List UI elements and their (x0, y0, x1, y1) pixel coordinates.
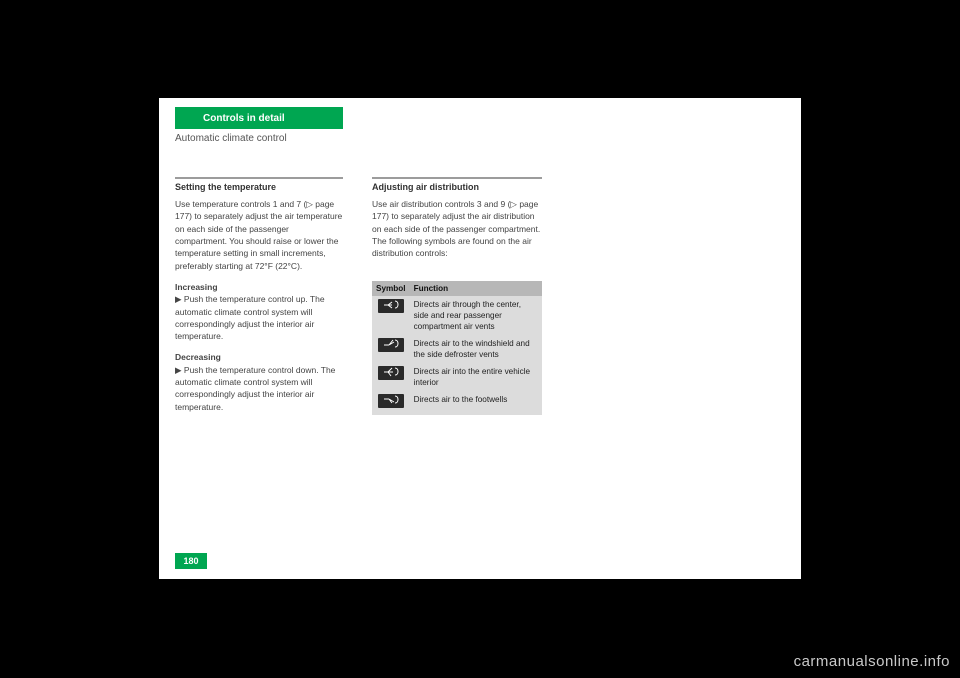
col1-p1: Use temperature controls 1 and 7 (▷ page… (175, 198, 343, 272)
header-tab-label: Controls in detail (203, 113, 285, 124)
col2-body: Use air distribution controls 3 and 9 (▷… (372, 198, 542, 260)
symbol-table: Symbol Function Directs air through the … (372, 281, 542, 415)
vent-floor-icon (378, 394, 404, 408)
col2-heading: Adjusting air distribution (372, 182, 479, 192)
symbol-cell (372, 391, 410, 414)
table-header-row: Symbol Function (372, 281, 542, 296)
header-tab: Controls in detail (175, 107, 343, 129)
th-symbol: Symbol (372, 281, 410, 296)
vent-bilevel-icon (378, 366, 404, 380)
col1-heading: Setting the temperature (175, 182, 276, 192)
table-row: Directs air through the center, side and… (372, 296, 542, 335)
col2-p1: Use air distribution controls 3 and 9 (▷… (372, 198, 542, 235)
table-row: Directs air into the entire vehicle inte… (372, 363, 542, 391)
vent-defrost-icon (378, 338, 404, 352)
col1-p3-text: ▶ Push the temperature control down. The… (175, 365, 335, 412)
symbol-cell (372, 335, 410, 363)
page-number-value: 180 (183, 556, 198, 566)
section-title: Automatic climate control (175, 133, 287, 144)
col2-p2: The following symbols are found on the a… (372, 235, 542, 260)
function-cell: Directs air into the entire vehicle inte… (410, 363, 542, 391)
col1-p2-text: ▶ Push the temperature control up. The a… (175, 294, 325, 341)
function-cell: Directs air through the center, side and… (410, 296, 542, 335)
watermark: carmanualsonline.info (794, 653, 950, 670)
th-function: Function (410, 281, 542, 296)
function-cell: Directs air to the footwells (410, 391, 542, 414)
table-row: Directs air to the footwells (372, 391, 542, 414)
symbol-cell (372, 363, 410, 391)
function-cell: Directs air to the windshield and the si… (410, 335, 542, 363)
col1-divider (175, 177, 343, 179)
symbol-cell (372, 296, 410, 335)
col2-divider (372, 177, 542, 179)
col1-body: Use temperature controls 1 and 7 (▷ page… (175, 198, 343, 422)
vent-face-icon (378, 299, 404, 313)
page-number: 180 (175, 553, 207, 569)
col1-p2-label: Increasing (175, 282, 218, 292)
col1-p3: Decreasing ▶ Push the temperature contro… (175, 351, 343, 413)
col1-p3-label: Decreasing (175, 352, 221, 362)
manual-page: Controls in detail Automatic climate con… (159, 98, 801, 579)
col1-p2: Increasing ▶ Push the temperature contro… (175, 281, 343, 343)
table-row: Directs air to the windshield and the si… (372, 335, 542, 363)
